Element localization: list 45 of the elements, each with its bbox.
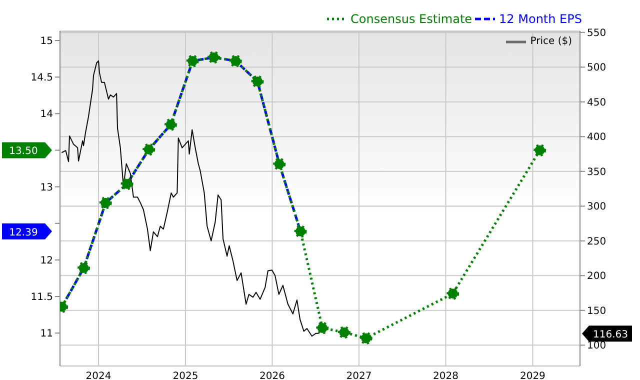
- point: [294, 225, 307, 238]
- y-tick-label: 14.5: [30, 72, 53, 84]
- point: [338, 326, 350, 339]
- point: [534, 144, 546, 156]
- text: 116.63: [593, 330, 628, 341]
- point: [186, 54, 199, 68]
- y2-tick-label: 350: [587, 166, 606, 178]
- point: [251, 75, 264, 88]
- y2-tick-label: 200: [587, 271, 606, 282]
- point: [99, 196, 112, 210]
- y-tick-label: 12: [40, 255, 53, 266]
- y2-tick-label: 400: [587, 132, 606, 144]
- y2-tick-label: 550: [587, 28, 606, 39]
- point: [229, 54, 242, 68]
- point: [208, 51, 220, 64]
- point: [273, 158, 286, 170]
- point: [316, 322, 329, 334]
- legend-label: Price ($): [529, 36, 572, 47]
- y-tick-label: 11.5: [30, 292, 53, 304]
- y2-tick-label: 500: [587, 62, 606, 74]
- point: [164, 118, 177, 131]
- legend-label: Consensus Estimate: [350, 12, 472, 26]
- point: [446, 287, 460, 300]
- y-tick-label: 14: [40, 109, 53, 120]
- y-tick-label: 13: [40, 182, 53, 194]
- y2-tick-label: 150: [587, 306, 606, 317]
- x-tick-label: 2025: [172, 371, 198, 380]
- x-tick-label: 2028: [432, 371, 458, 380]
- point: [120, 178, 134, 190]
- y2-tick-label: 450: [587, 97, 606, 108]
- text: 12.39: [9, 227, 38, 238]
- text: 13.50: [9, 146, 38, 158]
- y-tick-label: 15: [40, 36, 53, 48]
- x-tick-label: 2029: [520, 371, 546, 380]
- x-tick-label: 2027: [346, 371, 372, 380]
- legend-label: 12 Month EPS: [498, 12, 582, 26]
- point: [360, 332, 372, 344]
- point: [78, 262, 90, 274]
- x-tick-label: 2024: [86, 371, 112, 380]
- y2-tick-label: 300: [587, 202, 606, 213]
- point: [142, 143, 156, 156]
- x-tick-label: 2026: [260, 371, 285, 380]
- y2-tick-label: 250: [587, 236, 606, 248]
- y-tick-label: 11: [40, 328, 53, 340]
- y2-tick-label: 100: [587, 340, 606, 352]
